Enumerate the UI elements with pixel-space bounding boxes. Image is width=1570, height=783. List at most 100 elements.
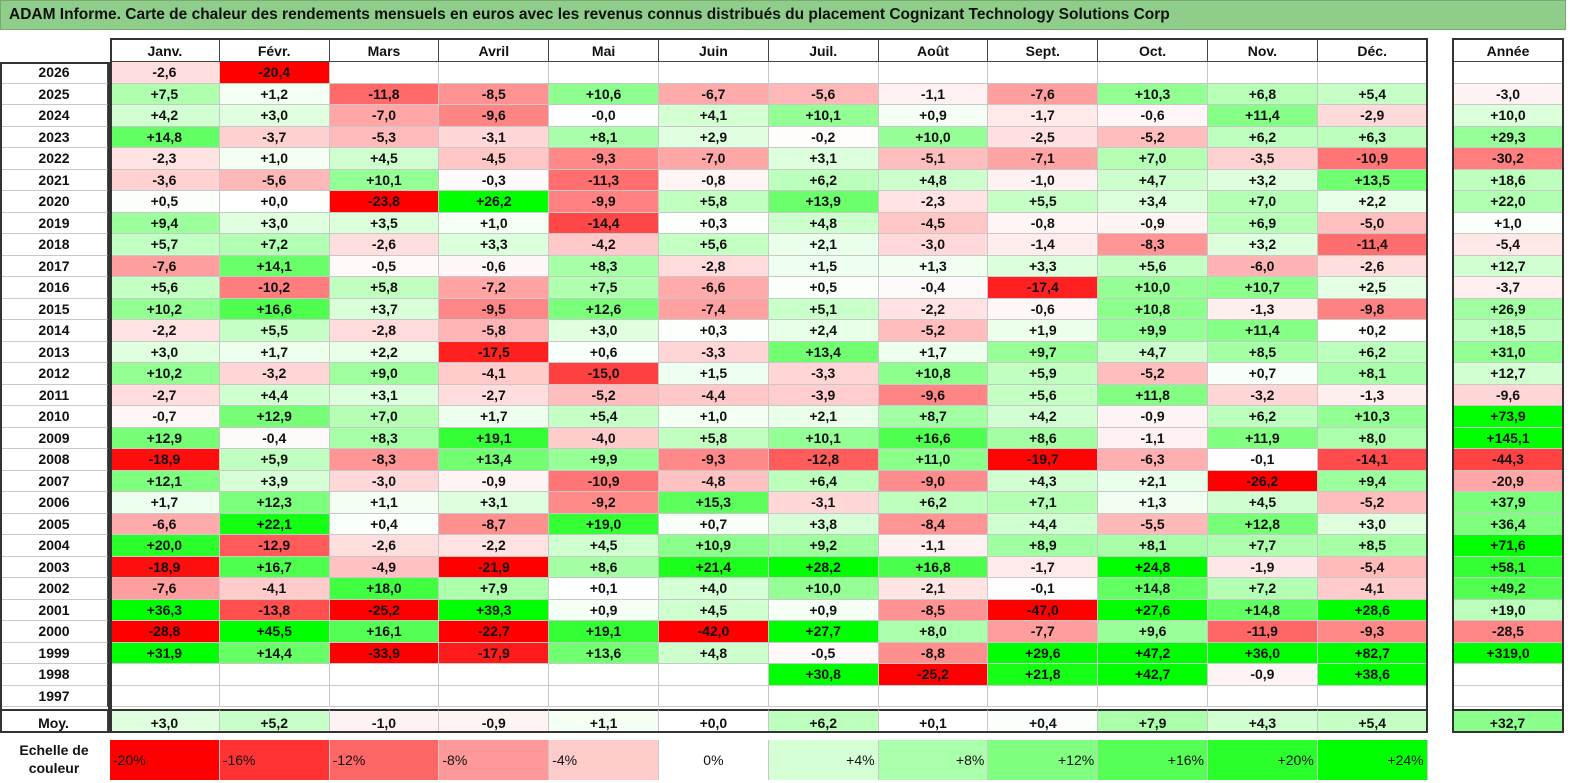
heatmap-cell: -2,8 bbox=[659, 255, 769, 277]
heatmap-cell: +11,8 bbox=[1098, 384, 1208, 406]
heatmap-cell: +7,2 bbox=[1208, 578, 1318, 600]
heatmap-cell: +9,6 bbox=[1098, 621, 1208, 643]
heatmap-cell: -0,6 bbox=[439, 255, 550, 277]
heatmap-cell: +8,1 bbox=[549, 126, 659, 148]
heatmap-cell: +14,4 bbox=[219, 642, 330, 664]
heatmap-cell: -9,6 bbox=[439, 105, 550, 127]
heatmap-cell: -20,4 bbox=[219, 62, 330, 84]
average-cell: +0,0 bbox=[659, 709, 769, 733]
heatmap-cell: +24,8 bbox=[1098, 556, 1208, 578]
heatmap-cell: -9,9 bbox=[549, 191, 659, 213]
heatmap-cell: -2,5 bbox=[988, 126, 1099, 148]
year-total-cell: -3,0 bbox=[1452, 83, 1564, 105]
heatmap-cell: -3,0 bbox=[878, 234, 989, 256]
row-year-label: 2015 bbox=[0, 298, 108, 320]
heatmap-cell: -17,9 bbox=[439, 642, 550, 664]
heatmap-cell: -21,9 bbox=[439, 556, 550, 578]
heatmap-cell bbox=[219, 685, 330, 707]
heatmap-cell bbox=[768, 62, 879, 84]
heatmap-cell: -7,2 bbox=[439, 277, 550, 299]
heatmap-cell bbox=[659, 664, 769, 686]
average-cell: +0,4 bbox=[988, 709, 1099, 733]
heatmap-cell bbox=[439, 685, 550, 707]
month-header: Nov. bbox=[1208, 38, 1318, 62]
heatmap-cell: -3,6 bbox=[110, 169, 220, 191]
heatmap-cell: +6,4 bbox=[768, 470, 879, 492]
heatmap-cell: -0,4 bbox=[878, 277, 989, 299]
year-total-cell: -3,7 bbox=[1452, 277, 1564, 299]
heatmap-cell: -0,3 bbox=[439, 169, 550, 191]
heatmap-cell: -0,6 bbox=[988, 298, 1099, 320]
row-year-label: 2003 bbox=[0, 556, 108, 578]
heatmap-cell: +16,6 bbox=[219, 298, 330, 320]
heatmap-cell: +82,7 bbox=[1317, 642, 1428, 664]
heatmap-cell: +3,3 bbox=[439, 234, 550, 256]
heatmap-cell: -22,7 bbox=[439, 621, 550, 643]
heatmap-cell: +7,7 bbox=[1208, 535, 1318, 557]
year-total-cell: +1,0 bbox=[1452, 212, 1564, 234]
heatmap-cell: +8,5 bbox=[1208, 341, 1318, 363]
heatmap-cell: -5,0 bbox=[1317, 212, 1428, 234]
heatmap-cell: -5,4 bbox=[1317, 556, 1428, 578]
heatmap-cell: +3,0 bbox=[549, 320, 659, 342]
heatmap-cell: +8,3 bbox=[329, 427, 440, 449]
heatmap-cell: +10,6 bbox=[549, 83, 659, 105]
heatmap-cell: -3,3 bbox=[659, 341, 769, 363]
heatmap-cell: -47,0 bbox=[988, 599, 1099, 621]
heatmap-cell: -12,8 bbox=[768, 449, 879, 471]
heatmap-cell: +4,1 bbox=[659, 105, 769, 127]
heatmap-cell: -2,6 bbox=[329, 234, 440, 256]
year-total-cell: +12,7 bbox=[1452, 255, 1564, 277]
heatmap-cell: -4,5 bbox=[878, 212, 989, 234]
heatmap-cell: +9,9 bbox=[1098, 320, 1208, 342]
heatmap-cell: +0,4 bbox=[329, 513, 440, 535]
row-year-label: 2026 bbox=[0, 62, 108, 84]
heatmap-cell: -4,5 bbox=[439, 148, 550, 170]
heatmap-cell: +9,0 bbox=[329, 363, 440, 385]
heatmap-cell: -0,2 bbox=[768, 126, 879, 148]
heatmap-cell: +11,0 bbox=[878, 449, 989, 471]
heatmap-cell: -5,3 bbox=[329, 126, 440, 148]
heatmap-cell: +5,4 bbox=[549, 406, 659, 428]
color-scale-step: +24% bbox=[1317, 740, 1428, 780]
heatmap-cell: +3,0 bbox=[1317, 513, 1428, 535]
heatmap-cell: +16,6 bbox=[878, 427, 989, 449]
heatmap-cell: +9,4 bbox=[110, 212, 220, 234]
heatmap-cell: +4,5 bbox=[1208, 492, 1318, 514]
year-total-cell: +37,9 bbox=[1452, 492, 1564, 514]
color-scale-step: -20% bbox=[110, 740, 220, 780]
row-year-label: 2016 bbox=[0, 277, 108, 299]
heatmap-cell: +10,1 bbox=[768, 427, 879, 449]
row-year-label: 2000 bbox=[0, 621, 108, 643]
heatmap-cell: +10,8 bbox=[878, 363, 989, 385]
heatmap-cell: -1,1 bbox=[1098, 427, 1208, 449]
heatmap-cell: -4,4 bbox=[659, 384, 769, 406]
heatmap-cell: -4,2 bbox=[549, 234, 659, 256]
heatmap-cell: +4,7 bbox=[1098, 169, 1208, 191]
year-total-cell bbox=[1452, 664, 1564, 686]
heatmap-cell: +8,3 bbox=[549, 255, 659, 277]
heatmap-cell: -2,1 bbox=[878, 578, 989, 600]
heatmap-cell bbox=[549, 685, 659, 707]
heatmap-cell: +4,5 bbox=[659, 599, 769, 621]
heatmap-cell: -5,1 bbox=[878, 148, 989, 170]
heatmap-cell: -5,2 bbox=[878, 320, 989, 342]
heatmap-cell: +2,2 bbox=[1317, 191, 1428, 213]
heatmap-cell: +0,3 bbox=[659, 320, 769, 342]
heatmap-cell: -9,8 bbox=[1317, 298, 1428, 320]
heatmap-cell: -9,3 bbox=[659, 449, 769, 471]
heatmap-cell: +2,4 bbox=[768, 320, 879, 342]
heatmap-cell: +5,5 bbox=[219, 320, 330, 342]
year-total-cell: +49,2 bbox=[1452, 578, 1564, 600]
heatmap-cell: -1,4 bbox=[988, 234, 1099, 256]
color-scale-step: -12% bbox=[329, 740, 440, 780]
heatmap-cell: +12,3 bbox=[219, 492, 330, 514]
month-header: Juin bbox=[659, 38, 769, 62]
heatmap-cell: +30,8 bbox=[768, 664, 879, 686]
color-scale-step: +8% bbox=[878, 740, 989, 780]
heatmap-cell bbox=[549, 62, 659, 84]
heatmap-cell: +9,2 bbox=[768, 535, 879, 557]
average-row-label: Moy. bbox=[0, 709, 108, 733]
heatmap-cell: +27,7 bbox=[768, 621, 879, 643]
heatmap-cell: +4,5 bbox=[549, 535, 659, 557]
